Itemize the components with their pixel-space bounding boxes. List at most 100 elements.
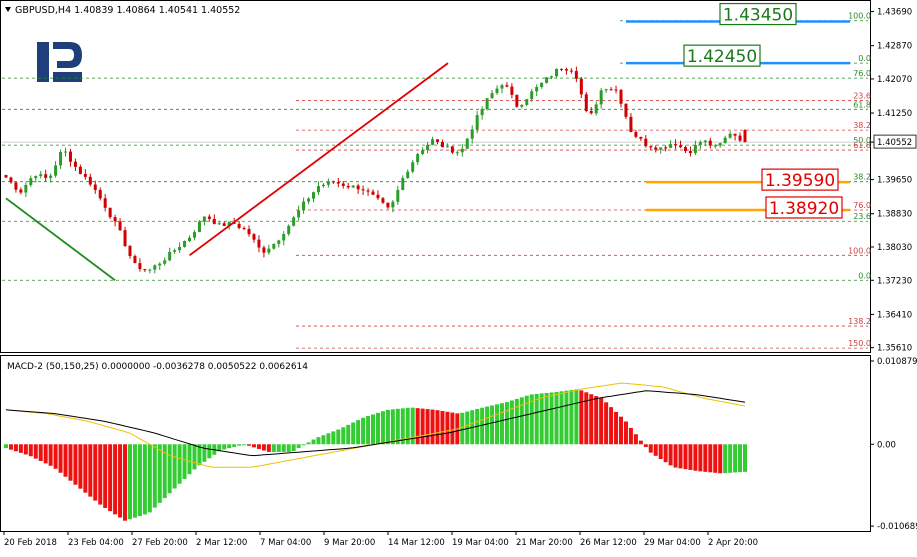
candle-body <box>321 184 325 187</box>
candle-body <box>733 133 737 136</box>
candle-body <box>183 240 187 247</box>
fib-label-green: 76.0 <box>853 69 871 78</box>
candle-body <box>411 162 415 172</box>
macd-bar <box>554 391 559 445</box>
macd-bar <box>281 444 286 452</box>
candle-body <box>103 198 107 208</box>
macd-bar <box>738 444 743 473</box>
candle-body <box>619 89 623 104</box>
candle-body <box>525 99 529 105</box>
candle-body <box>292 217 296 226</box>
macd-bar <box>53 444 58 469</box>
macd-bar <box>286 444 291 452</box>
macd-bar <box>499 403 504 445</box>
macd-bar <box>673 444 678 468</box>
fib-label-green: 100.0 <box>848 12 871 21</box>
fib-label-green: 50.0 <box>853 136 871 145</box>
candle-body <box>341 183 345 186</box>
candle-body <box>674 144 678 146</box>
macd-bar <box>271 444 276 452</box>
macd-bar <box>321 435 326 445</box>
trendline-red[interactable] <box>188 62 449 257</box>
fib-label-red: 23.6 <box>853 92 871 101</box>
candle-body <box>64 151 68 153</box>
macd-bar <box>564 390 569 445</box>
candle-body <box>376 194 380 199</box>
macd-bar <box>723 444 728 474</box>
macd-bar <box>33 444 38 459</box>
candle-body <box>297 210 301 218</box>
price-callout-box <box>683 44 761 67</box>
candle-body <box>68 151 72 162</box>
time-tick-label: 26 Mar 12:00 <box>580 538 637 548</box>
candle-body <box>212 218 216 224</box>
macd-bar <box>435 410 440 445</box>
broker-logo <box>37 42 82 82</box>
candle-body <box>683 147 687 152</box>
macd-bar <box>380 411 385 445</box>
candle-body <box>540 82 544 88</box>
price-tick-label: 1.41250 <box>877 109 912 119</box>
price-tick-label: 1.36410 <box>877 310 912 320</box>
candle-body <box>366 190 370 192</box>
macd-bar <box>48 444 53 466</box>
candle-body <box>530 91 534 100</box>
candle-body <box>490 93 494 99</box>
candle-body <box>569 70 573 72</box>
candle-body <box>574 71 578 79</box>
macd-bar <box>306 442 311 445</box>
macd-bar <box>693 444 698 471</box>
candle-body <box>723 137 727 144</box>
macd-bar <box>465 411 470 445</box>
candle-body <box>108 207 112 218</box>
macd-bar <box>375 412 380 445</box>
macd-bar <box>415 408 420 445</box>
candle-body <box>505 85 509 87</box>
candle-body <box>688 151 692 154</box>
macd-bar <box>668 444 673 466</box>
candle-body <box>49 175 53 178</box>
macd-bar <box>291 444 296 451</box>
macd-bar <box>534 393 539 445</box>
price-axis: 1.43690 1.42870 1.42070 1.41250 1.40552 1.396… <box>870 8 917 354</box>
fib-label-green: 38.2 <box>853 173 871 182</box>
fib-label-green: 0.0 <box>858 271 871 280</box>
candle-body <box>192 232 196 238</box>
macd-bar <box>103 444 108 508</box>
macd-bar <box>127 444 132 520</box>
macd-bar <box>63 444 68 477</box>
macd-bar <box>371 414 376 445</box>
macd-bar <box>688 444 693 470</box>
candle-body <box>336 182 340 184</box>
candle-body <box>455 152 459 154</box>
time-tick-label: 20 Feb 2018 <box>4 538 57 548</box>
macd-bar <box>118 444 123 518</box>
candle-body <box>138 263 142 270</box>
price-callout-label: 1.38920 <box>769 199 839 219</box>
candle-body <box>564 69 568 71</box>
fib-label-red: 38.2 <box>853 121 871 130</box>
trendline-green[interactable] <box>5 197 116 282</box>
time-tick-label: 23 Feb 04:00 <box>68 538 124 548</box>
candle-body <box>128 246 132 257</box>
macd-bar <box>529 394 534 445</box>
candle-body <box>272 243 276 249</box>
macd-bar <box>385 409 390 445</box>
candle-body <box>143 269 147 271</box>
candle-body <box>589 111 593 114</box>
macd-bar <box>58 444 63 473</box>
dropdown-triangle-icon[interactable] <box>5 7 11 12</box>
candle-body <box>148 269 152 271</box>
macd-bar <box>356 420 361 445</box>
candle-body <box>168 251 172 261</box>
macd-bar <box>519 397 524 445</box>
candle-body <box>435 139 439 142</box>
candle-body <box>4 175 8 178</box>
macd-bar <box>8 444 13 450</box>
symbol-title: GBPUSD,H4 1.40839 1.40864 1.40541 1.4055… <box>15 5 240 16</box>
candle-body <box>659 147 663 150</box>
macd-bar <box>490 405 495 445</box>
macd-bar <box>73 444 78 485</box>
price-tick-label: 1.37230 <box>877 276 912 286</box>
